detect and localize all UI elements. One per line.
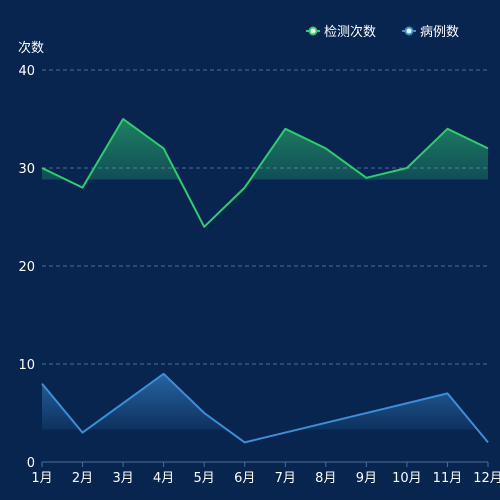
data-point[interactable] xyxy=(405,166,409,170)
series-lines xyxy=(40,117,490,444)
series-area-0 xyxy=(42,119,488,180)
data-point[interactable] xyxy=(243,186,247,190)
data-point[interactable] xyxy=(81,186,85,190)
series-areas xyxy=(42,119,488,430)
legend-label-cases: 病例数 xyxy=(420,25,459,40)
series-area-1 xyxy=(42,373,478,430)
x-tick-label: 10月 xyxy=(392,471,422,486)
data-point[interactable] xyxy=(324,146,328,150)
y-tick-label: 40 xyxy=(18,64,35,79)
y-tick-label: 0 xyxy=(27,456,35,471)
data-point[interactable] xyxy=(202,411,206,415)
x-tick-label: 1月 xyxy=(31,471,52,486)
y-tick-label: 30 xyxy=(18,162,35,177)
x-tick-label: 12月 xyxy=(473,471,500,486)
legend-item-detections[interactable]: 检测次数 xyxy=(306,24,376,40)
y-tick-label: 10 xyxy=(18,358,35,373)
x-tick-label: 5月 xyxy=(194,471,215,486)
data-point[interactable] xyxy=(445,127,449,131)
series-line-0 xyxy=(41,118,489,228)
data-point[interactable] xyxy=(486,440,490,444)
x-tick-label: 6月 xyxy=(234,471,255,486)
x-tick-label: 8月 xyxy=(315,471,336,486)
data-point[interactable] xyxy=(243,440,247,444)
data-point[interactable] xyxy=(40,166,44,170)
data-point[interactable] xyxy=(162,146,166,150)
data-point[interactable] xyxy=(445,391,449,395)
x-tick-label: 7月 xyxy=(275,471,296,486)
legend-label-detections: 检测次数 xyxy=(324,24,376,40)
data-point[interactable] xyxy=(202,225,206,229)
y-tick-labels: 0 10 20 30 40 xyxy=(18,64,35,471)
x-tick-label: 4月 xyxy=(153,471,174,486)
y-tick-label: 20 xyxy=(18,260,35,275)
legend: 检测次数 病例数 xyxy=(306,24,459,40)
x-tick-label: 11月 xyxy=(433,471,463,486)
x-axis: 1月 2月 3月 4月 5月 6月 7月 8月 9月 10月 11月 12月 xyxy=(31,461,500,486)
legend-marker-cases xyxy=(404,26,414,36)
data-point[interactable] xyxy=(486,146,490,150)
legend-marker-detections xyxy=(308,26,318,36)
data-point[interactable] xyxy=(162,372,166,376)
x-tick-label: 3月 xyxy=(112,471,133,486)
data-point[interactable] xyxy=(121,117,125,121)
data-point[interactable] xyxy=(81,431,85,435)
y-axis-label: 次数 xyxy=(18,40,44,56)
grid-lines xyxy=(42,69,488,365)
data-point[interactable] xyxy=(283,127,287,131)
series-line-1 xyxy=(41,372,489,444)
legend-item-cases[interactable]: 病例数 xyxy=(402,25,459,40)
x-tick-label: 9月 xyxy=(356,471,377,486)
data-point[interactable] xyxy=(40,382,44,386)
x-tick-label: 2月 xyxy=(72,471,93,486)
data-point[interactable] xyxy=(364,176,368,180)
